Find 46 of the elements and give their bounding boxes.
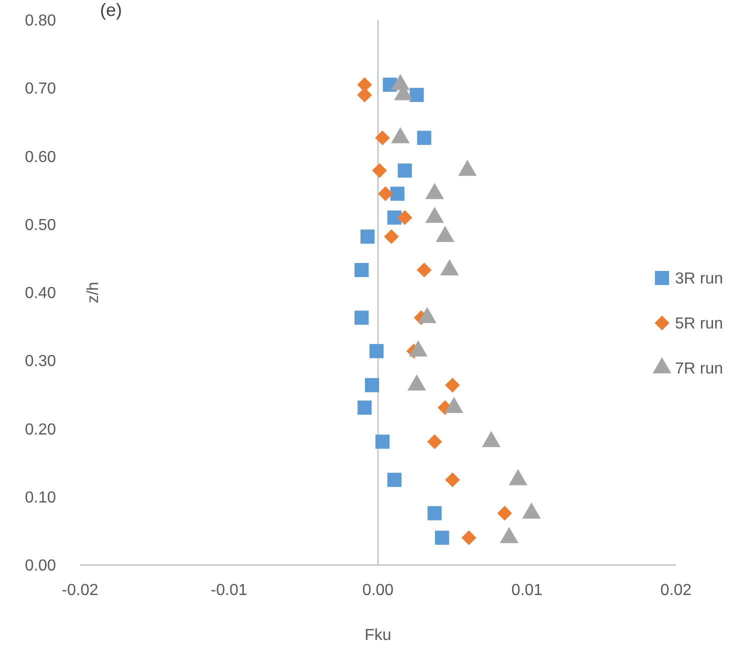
y-tick-label: 0.00 (24, 558, 56, 575)
point (397, 210, 412, 225)
point (417, 130, 432, 145)
point (378, 186, 393, 202)
point (357, 88, 372, 102)
legend-label: 3R run (675, 270, 724, 288)
y-tick-label: 0.70 (24, 80, 56, 98)
y-tick-label: 0.50 (24, 216, 56, 234)
point (427, 434, 442, 450)
y-tick-label: 0.20 (24, 421, 56, 438)
point (354, 262, 369, 278)
x-tick-label: -0.02 (62, 582, 98, 599)
y-tick-label: 0.40 (24, 285, 56, 302)
point (375, 434, 390, 449)
point (435, 530, 450, 545)
x-axis-title: Fku (364, 627, 392, 644)
y-tick-label: 0.60 (24, 148, 56, 166)
point (398, 163, 412, 178)
point (369, 344, 384, 358)
point (416, 262, 432, 278)
legend-label: 7R run (675, 360, 724, 378)
point (354, 310, 369, 325)
point (375, 130, 390, 146)
point (461, 530, 476, 546)
x-tick-label: -0.01 (210, 582, 248, 599)
point (358, 400, 372, 415)
x-tick-label: 0.00 (362, 582, 394, 599)
y-tick-label: 0.10 (24, 489, 56, 506)
y-tick-label: 0.30 (24, 353, 56, 370)
point (497, 506, 512, 521)
point (390, 186, 404, 201)
y-tick-label: 0.80 (24, 12, 56, 30)
point (387, 472, 402, 487)
legend-label: 5R run (675, 316, 724, 333)
point (364, 378, 380, 392)
point (372, 163, 387, 178)
y-axis-title: z/h (85, 282, 102, 304)
point (428, 506, 442, 520)
point (445, 378, 460, 393)
point (445, 472, 460, 488)
point (410, 88, 424, 102)
x-tick-label: 0.01 (511, 582, 543, 599)
chart-title: (e) (100, 0, 122, 20)
point (360, 230, 375, 244)
x-tick-label: 0.02 (660, 582, 692, 599)
point (384, 229, 399, 244)
